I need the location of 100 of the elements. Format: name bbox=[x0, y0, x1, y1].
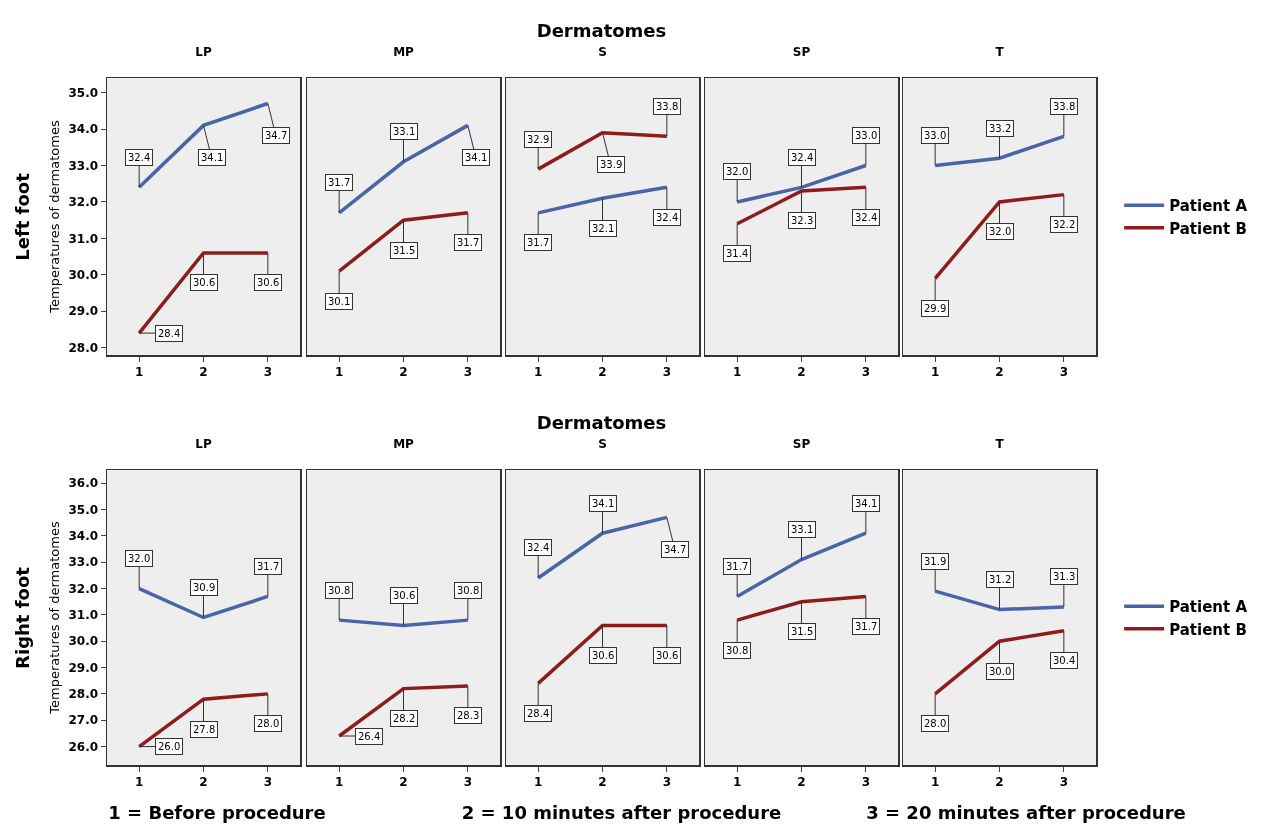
data-label: 30.4 bbox=[1053, 655, 1076, 666]
x-tick-label: 2 bbox=[399, 774, 408, 789]
x-tick-label: 3 bbox=[662, 774, 672, 789]
x-tick-label: 1 bbox=[134, 774, 144, 789]
y-axis-title: Temperatures of dermatomes bbox=[46, 120, 62, 314]
chart-title: MP bbox=[393, 44, 415, 59]
x-tick-label: 2 bbox=[598, 364, 607, 379]
data-label: 34.7 bbox=[265, 130, 288, 141]
data-label: 28.2 bbox=[393, 713, 416, 724]
text: 1 = Before procedure bbox=[108, 802, 326, 823]
data-label: 30.8 bbox=[457, 585, 480, 596]
y-tick-label: 34.0 bbox=[68, 122, 99, 137]
y-tick-label: 27.0 bbox=[68, 713, 99, 728]
data-label: 31.5 bbox=[393, 245, 416, 256]
text: Dermatomes bbox=[536, 412, 667, 433]
data-label: 30.1 bbox=[328, 296, 351, 307]
text: Left foot bbox=[11, 172, 33, 261]
data-label: 32.4 bbox=[656, 212, 679, 223]
data-label: 30.6 bbox=[257, 277, 280, 288]
data-label: 30.9 bbox=[193, 582, 216, 593]
data-label: 31.5 bbox=[791, 626, 814, 637]
x-tick-label: 1 bbox=[732, 364, 742, 379]
data-label: 33.8 bbox=[656, 101, 679, 112]
x-tick-label: 3 bbox=[463, 364, 473, 379]
x-tick-label: 1 bbox=[930, 774, 940, 789]
data-label: 28.0 bbox=[257, 718, 280, 729]
data-label: 32.0 bbox=[989, 226, 1012, 237]
data-label: 30.0 bbox=[989, 666, 1012, 677]
chart-title: MP bbox=[393, 436, 415, 451]
x-tick-label: 2 bbox=[995, 774, 1004, 789]
legend-label: Patient B bbox=[1169, 620, 1247, 639]
x-tick-label: 3 bbox=[1059, 364, 1069, 379]
x-tick-label: 2 bbox=[199, 364, 208, 379]
x-tick-label: 1 bbox=[334, 774, 344, 789]
data-label: 32.4 bbox=[527, 542, 550, 553]
data-label: 32.0 bbox=[726, 166, 749, 177]
y-tick-label: 31.0 bbox=[68, 608, 99, 623]
x-tick-label: 1 bbox=[732, 774, 742, 789]
y-tick-label: 35.0 bbox=[68, 85, 99, 100]
y-tick-label: 31.0 bbox=[68, 231, 99, 246]
y-tick-label: 33.0 bbox=[68, 555, 99, 570]
data-label: 30.8 bbox=[328, 585, 351, 596]
data-label: 30.8 bbox=[726, 645, 749, 656]
chart-title: S bbox=[598, 436, 607, 451]
data-label: 26.0 bbox=[158, 741, 181, 752]
x-tick-label: 3 bbox=[861, 364, 871, 379]
data-label: 31.7 bbox=[855, 621, 878, 632]
data-label: 33.1 bbox=[393, 126, 416, 137]
text: Right foot bbox=[11, 566, 33, 669]
y-tick-label: 34.0 bbox=[68, 529, 99, 544]
data-label: 30.6 bbox=[193, 277, 216, 288]
y-tick-label: 30.0 bbox=[68, 268, 99, 283]
y-tick-label: 32.0 bbox=[68, 581, 99, 596]
data-label: 31.7 bbox=[328, 177, 351, 188]
data-label: 33.2 bbox=[989, 123, 1012, 134]
y-tick-label: 29.0 bbox=[68, 660, 99, 675]
data-label: 32.9 bbox=[527, 134, 550, 145]
x-tick-label: 2 bbox=[797, 364, 806, 379]
legend-label: Patient A bbox=[1169, 598, 1248, 617]
x-tick-label: 3 bbox=[662, 364, 672, 379]
data-label: 34.1 bbox=[592, 498, 615, 509]
x-tick-label: 3 bbox=[263, 774, 273, 789]
data-label: 32.3 bbox=[791, 215, 814, 226]
data-label: 34.1 bbox=[465, 152, 488, 163]
data-label: 32.4 bbox=[791, 152, 814, 163]
x-tick-label: 1 bbox=[134, 364, 144, 379]
legend-label: Patient B bbox=[1169, 219, 1247, 238]
chart-title: LP bbox=[195, 436, 212, 451]
y-tick-label: 28.0 bbox=[68, 340, 99, 355]
y-tick-label: 26.0 bbox=[68, 739, 99, 754]
x-tick-label: 3 bbox=[1059, 774, 1069, 789]
x-tick-label: 2 bbox=[399, 364, 408, 379]
chart-title: S bbox=[598, 44, 607, 59]
data-label: 28.3 bbox=[457, 710, 480, 721]
data-label: 31.9 bbox=[924, 556, 947, 567]
x-tick-label: 2 bbox=[995, 364, 1004, 379]
data-label: 26.4 bbox=[358, 731, 381, 742]
data-label: 32.4 bbox=[128, 152, 151, 163]
chart-title: T bbox=[995, 44, 1005, 59]
x-tick-label: 3 bbox=[861, 774, 871, 789]
data-label: 30.6 bbox=[592, 650, 615, 661]
data-label: 34.7 bbox=[664, 544, 687, 555]
y-tick-label: 35.0 bbox=[68, 502, 99, 517]
data-label: 33.0 bbox=[924, 130, 947, 141]
data-label: 31.7 bbox=[726, 561, 749, 572]
data-label: 29.9 bbox=[924, 303, 947, 314]
text: Dermatomes bbox=[536, 20, 667, 41]
data-label: 28.4 bbox=[158, 328, 181, 339]
x-tick-label: 3 bbox=[263, 364, 273, 379]
y-axis-title: Temperatures of dermatomes bbox=[46, 521, 62, 715]
text: 3 = 20 minutes after procedure bbox=[866, 802, 1186, 823]
chart-title: LP bbox=[195, 44, 212, 59]
data-label: 32.1 bbox=[592, 223, 615, 234]
x-tick-label: 2 bbox=[199, 774, 208, 789]
data-label: 33.8 bbox=[1053, 101, 1076, 112]
y-tick-label: 33.0 bbox=[68, 158, 99, 173]
data-label: 31.7 bbox=[527, 237, 550, 248]
data-label: 28.4 bbox=[527, 708, 550, 719]
y-tick-label: 29.0 bbox=[68, 304, 99, 319]
data-label: 31.7 bbox=[257, 561, 280, 572]
